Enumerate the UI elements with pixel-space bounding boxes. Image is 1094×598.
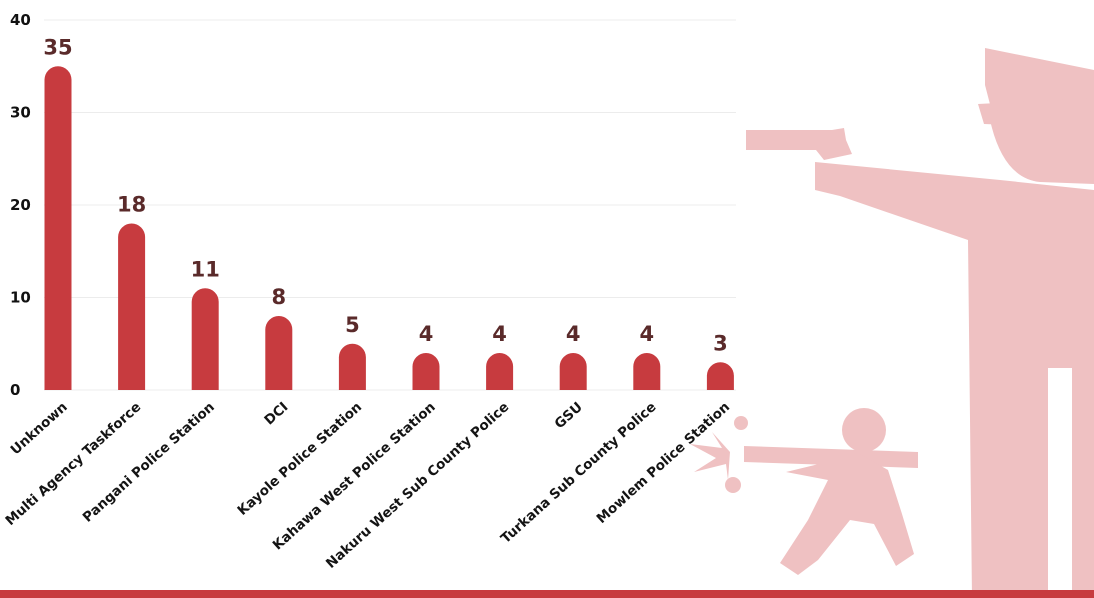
y-tick-label: 0	[10, 381, 20, 399]
x-tick-label: Unknown	[8, 399, 71, 458]
y-axis-ticks: 0 10 20 30 40	[10, 11, 31, 399]
bar	[559, 353, 587, 390]
y-tick-label: 40	[10, 11, 31, 29]
x-tick-label: DCI	[261, 399, 291, 428]
data-label: 11	[191, 257, 220, 281]
x-tick-label: Kayole Police Station	[235, 399, 366, 519]
y-tick-label: 20	[10, 196, 31, 214]
bar	[338, 343, 366, 390]
x-tick-label: GSU	[552, 399, 586, 432]
y-tick-label: 30	[10, 104, 31, 122]
footer-band	[0, 590, 1094, 598]
x-tick-label: Pangani Police Station	[80, 399, 218, 526]
bar	[412, 353, 440, 390]
x-tick-label: Multi Agency Taskforce	[2, 399, 144, 529]
bar	[118, 223, 146, 390]
bar	[191, 288, 219, 390]
data-labels: 35 18 11 8 5 4 4 4 4 3	[43, 35, 727, 355]
bar	[633, 353, 661, 390]
x-tick-label: Turkana Sub County Police	[498, 399, 660, 547]
data-label: 4	[492, 322, 507, 346]
data-label: 18	[117, 193, 146, 217]
bar	[486, 353, 514, 390]
data-label: 4	[566, 322, 581, 346]
data-label: 5	[345, 313, 360, 337]
data-label: 4	[639, 322, 654, 346]
x-tick-label: Kahawa West Police Station	[270, 399, 439, 553]
y-tick-label: 10	[10, 289, 31, 307]
bar	[265, 316, 293, 390]
bar	[706, 362, 734, 390]
bars	[44, 66, 734, 390]
data-label: 4	[419, 322, 434, 346]
data-label: 35	[43, 35, 72, 59]
grid-lines	[44, 19, 736, 391]
data-label: 3	[713, 331, 728, 355]
bar	[44, 66, 72, 390]
data-label: 8	[271, 285, 286, 309]
police-officers-shooting-silhouette-icon	[690, 48, 1094, 598]
